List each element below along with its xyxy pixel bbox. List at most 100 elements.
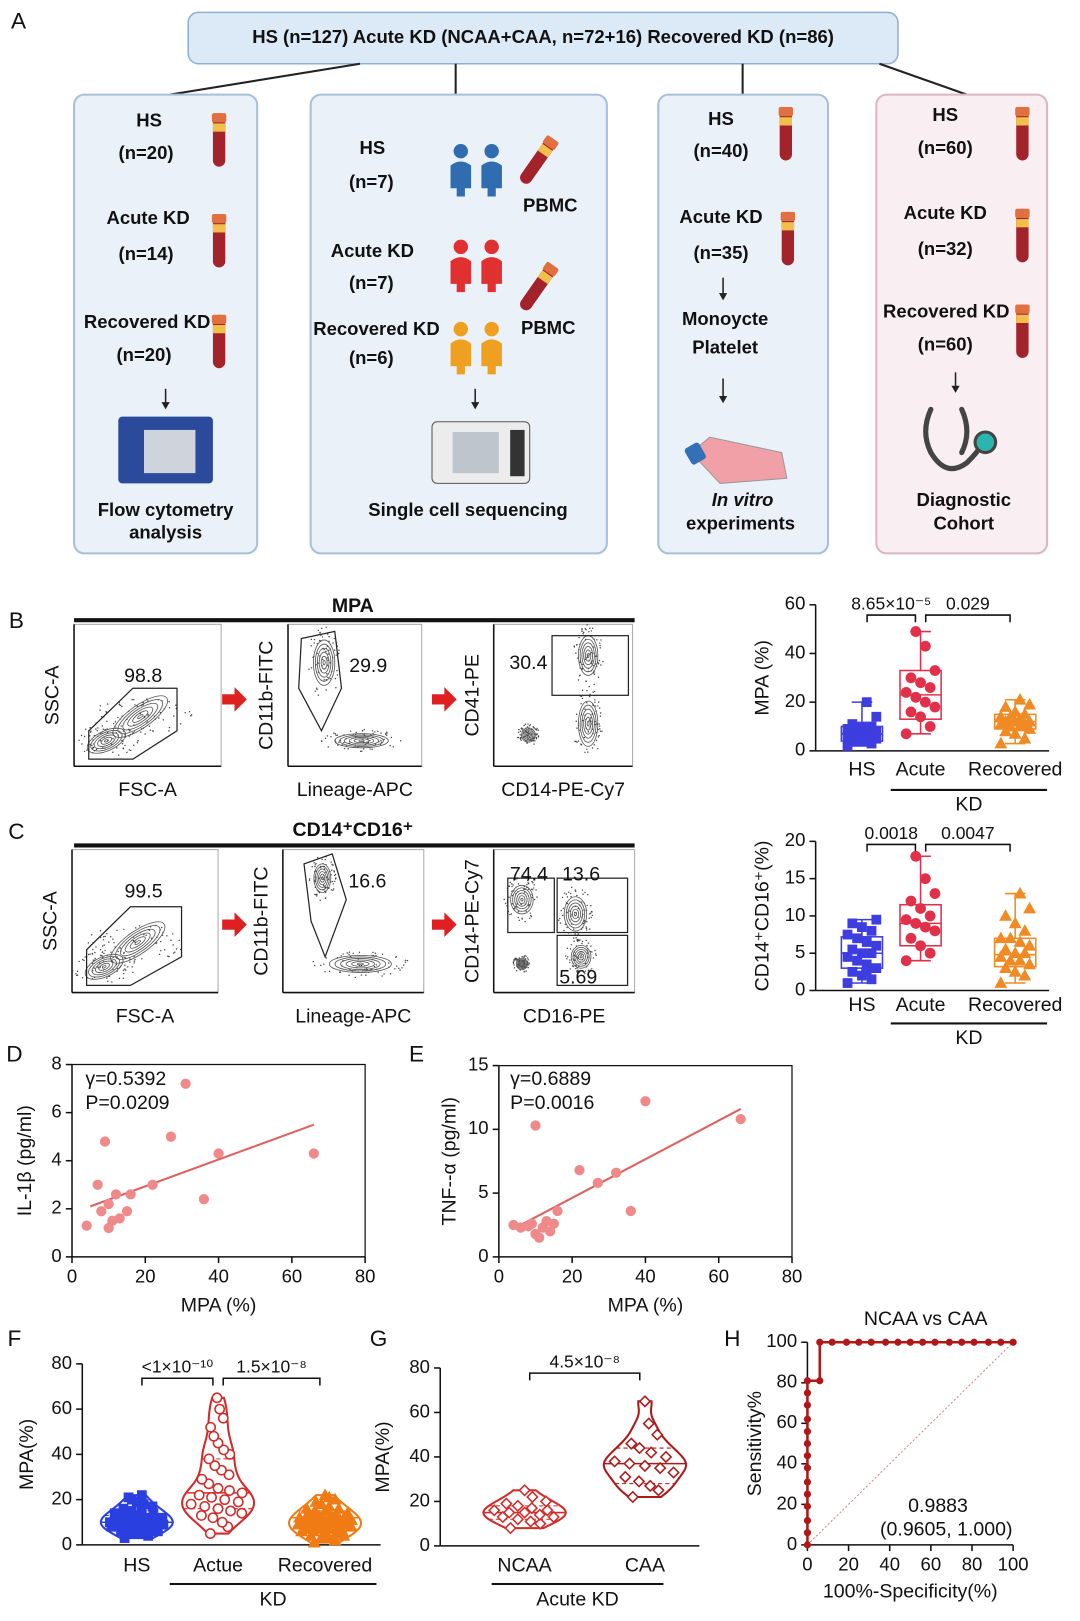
event bbox=[521, 917, 523, 920]
contour bbox=[322, 659, 326, 666]
event bbox=[343, 747, 346, 750]
event bbox=[335, 686, 337, 689]
event bbox=[532, 882, 534, 884]
marker bbox=[994, 931, 1008, 944]
contour bbox=[574, 949, 588, 965]
stat-annotation: P=0.0209 bbox=[85, 1092, 169, 1114]
event bbox=[602, 660, 604, 663]
arrow-head bbox=[471, 402, 480, 410]
event bbox=[170, 939, 172, 941]
event bbox=[583, 921, 586, 923]
category-label: HS bbox=[848, 759, 875, 781]
roc-point bbox=[803, 1415, 812, 1423]
event bbox=[599, 725, 601, 727]
contour bbox=[91, 958, 117, 976]
event bbox=[559, 922, 562, 924]
event bbox=[332, 883, 335, 885]
contour bbox=[137, 714, 144, 720]
y-tick-label: 15 bbox=[468, 1053, 489, 1074]
cohort-footer: Diagnostic bbox=[916, 489, 1011, 510]
event bbox=[591, 627, 594, 629]
marker bbox=[910, 691, 922, 703]
marker bbox=[652, 1484, 665, 1497]
header-box bbox=[187, 11, 899, 65]
event bbox=[566, 947, 569, 950]
tube-band bbox=[779, 117, 792, 126]
event bbox=[130, 749, 132, 752]
event bbox=[168, 706, 171, 709]
auc-annotation: (0.9605, 1.000) bbox=[880, 1519, 1012, 1541]
event bbox=[173, 715, 175, 717]
event bbox=[584, 970, 587, 972]
event bbox=[129, 729, 131, 732]
event bbox=[406, 959, 409, 962]
marker bbox=[1008, 965, 1022, 977]
event bbox=[348, 974, 350, 976]
marker bbox=[236, 1487, 248, 1499]
event bbox=[190, 714, 193, 716]
event bbox=[124, 968, 126, 970]
event bbox=[324, 897, 327, 899]
event bbox=[112, 737, 114, 740]
event bbox=[80, 734, 83, 737]
contour bbox=[358, 739, 365, 742]
x-tick-label: 80 bbox=[355, 1265, 376, 1286]
marker bbox=[118, 1503, 129, 1514]
event bbox=[313, 642, 315, 644]
event bbox=[160, 926, 163, 929]
contour bbox=[348, 737, 375, 745]
marker bbox=[994, 950, 1008, 962]
event bbox=[573, 928, 575, 930]
marker bbox=[871, 711, 882, 722]
marker bbox=[929, 888, 941, 899]
event bbox=[316, 893, 318, 895]
reference-diagonal bbox=[807, 1341, 1014, 1546]
point bbox=[180, 1078, 191, 1089]
category-label: Recovered bbox=[278, 1555, 372, 1577]
contour bbox=[129, 936, 146, 949]
event bbox=[537, 729, 540, 731]
significance-bracket bbox=[866, 843, 917, 852]
event bbox=[585, 926, 587, 928]
event bbox=[337, 652, 340, 655]
marker bbox=[866, 925, 877, 936]
event bbox=[569, 968, 571, 970]
event bbox=[370, 968, 373, 971]
x-tick-label: 40 bbox=[879, 1553, 900, 1574]
event bbox=[95, 946, 97, 948]
p-value: 4.5×10⁻⁸ bbox=[549, 1351, 620, 1371]
marker bbox=[204, 1528, 216, 1539]
marker bbox=[929, 925, 941, 937]
gate bbox=[298, 630, 343, 733]
y-tick-label: 0 bbox=[795, 739, 805, 760]
event bbox=[590, 945, 592, 947]
event bbox=[332, 642, 334, 644]
panel-label: D bbox=[6, 1041, 22, 1066]
event bbox=[513, 960, 515, 962]
event bbox=[533, 743, 535, 745]
event bbox=[314, 690, 316, 692]
x-tick-label: 80 bbox=[962, 1553, 983, 1574]
marker bbox=[994, 976, 1008, 988]
y-tick-label: 80 bbox=[777, 1371, 798, 1392]
roc-point bbox=[997, 1338, 1005, 1346]
y-tick-label: 20 bbox=[51, 1488, 72, 1509]
person-head bbox=[484, 321, 499, 337]
marker bbox=[504, 1521, 517, 1535]
event bbox=[593, 690, 596, 693]
event bbox=[101, 951, 104, 953]
marker bbox=[842, 929, 853, 940]
event bbox=[597, 705, 599, 707]
event bbox=[536, 727, 538, 730]
roc-point bbox=[803, 1401, 812, 1409]
event bbox=[594, 699, 596, 701]
marker bbox=[219, 1494, 231, 1506]
marker bbox=[642, 1417, 655, 1430]
event bbox=[571, 965, 574, 967]
event bbox=[349, 730, 352, 732]
point bbox=[548, 1218, 559, 1229]
event bbox=[389, 744, 391, 747]
event bbox=[504, 902, 507, 905]
point bbox=[165, 1131, 177, 1142]
event bbox=[388, 962, 390, 964]
